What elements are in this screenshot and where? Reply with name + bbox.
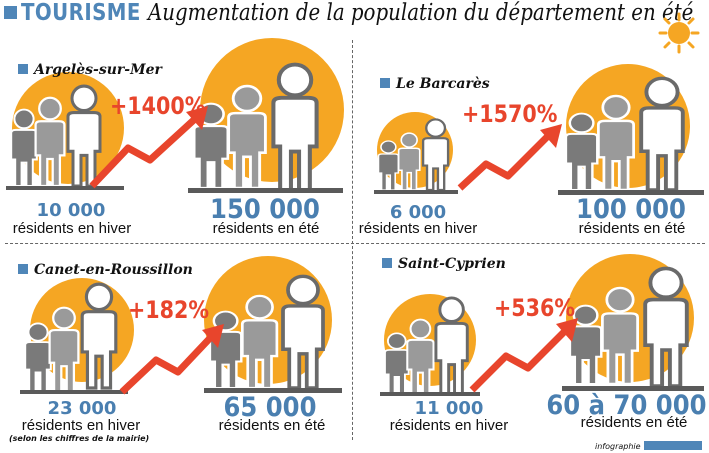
winter-value: 6 000 [389,202,447,223]
summer-value: 150 000 [210,194,320,225]
panel-title-argeles: Argelès-sur-Mer [18,62,162,78]
panel-canet-art [20,256,342,396]
bullet-square [380,78,390,88]
page-title: Augmentation de la population du départe… [148,0,694,26]
summer-label: résidents en été [580,414,688,431]
source-note: (selon les chiffres de la mairie) [9,434,150,443]
winter-value: 10 000 [36,200,106,221]
credit-line: infographie [595,441,702,451]
bullet-square [18,264,28,274]
winter-label: résidents en hiver [389,417,509,434]
winter-value: 11 000 [414,398,484,419]
summer-label: résidents en été [212,220,320,237]
city-name: Argelès-sur-Mer [34,62,162,78]
panel-argeles-art [6,38,344,193]
header: TOURISME Augmentation de la population d… [0,0,709,30]
panel-title-cyprien: Saint-Cyprien [382,256,506,272]
city-name: Saint-Cyprien [398,256,506,272]
panel-cyprien-art [380,254,704,398]
credit-text: infographie [595,442,641,451]
summer-value: 65 000 [223,392,317,423]
city-name: Le Barcarès [396,76,490,92]
city-name: Canet-en-Roussillon [34,262,193,278]
summer-value: 60 à 70 000 [546,390,707,421]
panel-title-canet: Canet-en-Roussillon [18,262,193,278]
summer-label: résidents en été [218,417,326,434]
winter-value: 23 000 [47,398,117,419]
summer-label: résidents en été [578,220,686,237]
bullet-square [382,258,392,268]
sun-icon [658,12,700,54]
panel-barcares-art [374,64,704,195]
vertical-divider [352,40,353,440]
percent-increase: +1400% [110,92,206,120]
percent-increase: +182% [128,296,210,324]
summer-value: 100 000 [576,194,686,225]
percent-increase: +1570% [462,100,558,128]
winter-label: résidents en hiver [12,220,132,237]
winter-label: résidents en hiver [21,417,141,434]
section-tag: TOURISME [21,0,141,26]
bullet-square [18,64,28,74]
winter-label: résidents en hiver [358,220,478,237]
tag-marker [4,6,17,19]
percent-increase: +536% [494,294,576,322]
publisher-logo [643,441,702,450]
horizontal-divider [5,243,705,244]
panel-title-barcares: Le Barcarès [380,76,490,92]
